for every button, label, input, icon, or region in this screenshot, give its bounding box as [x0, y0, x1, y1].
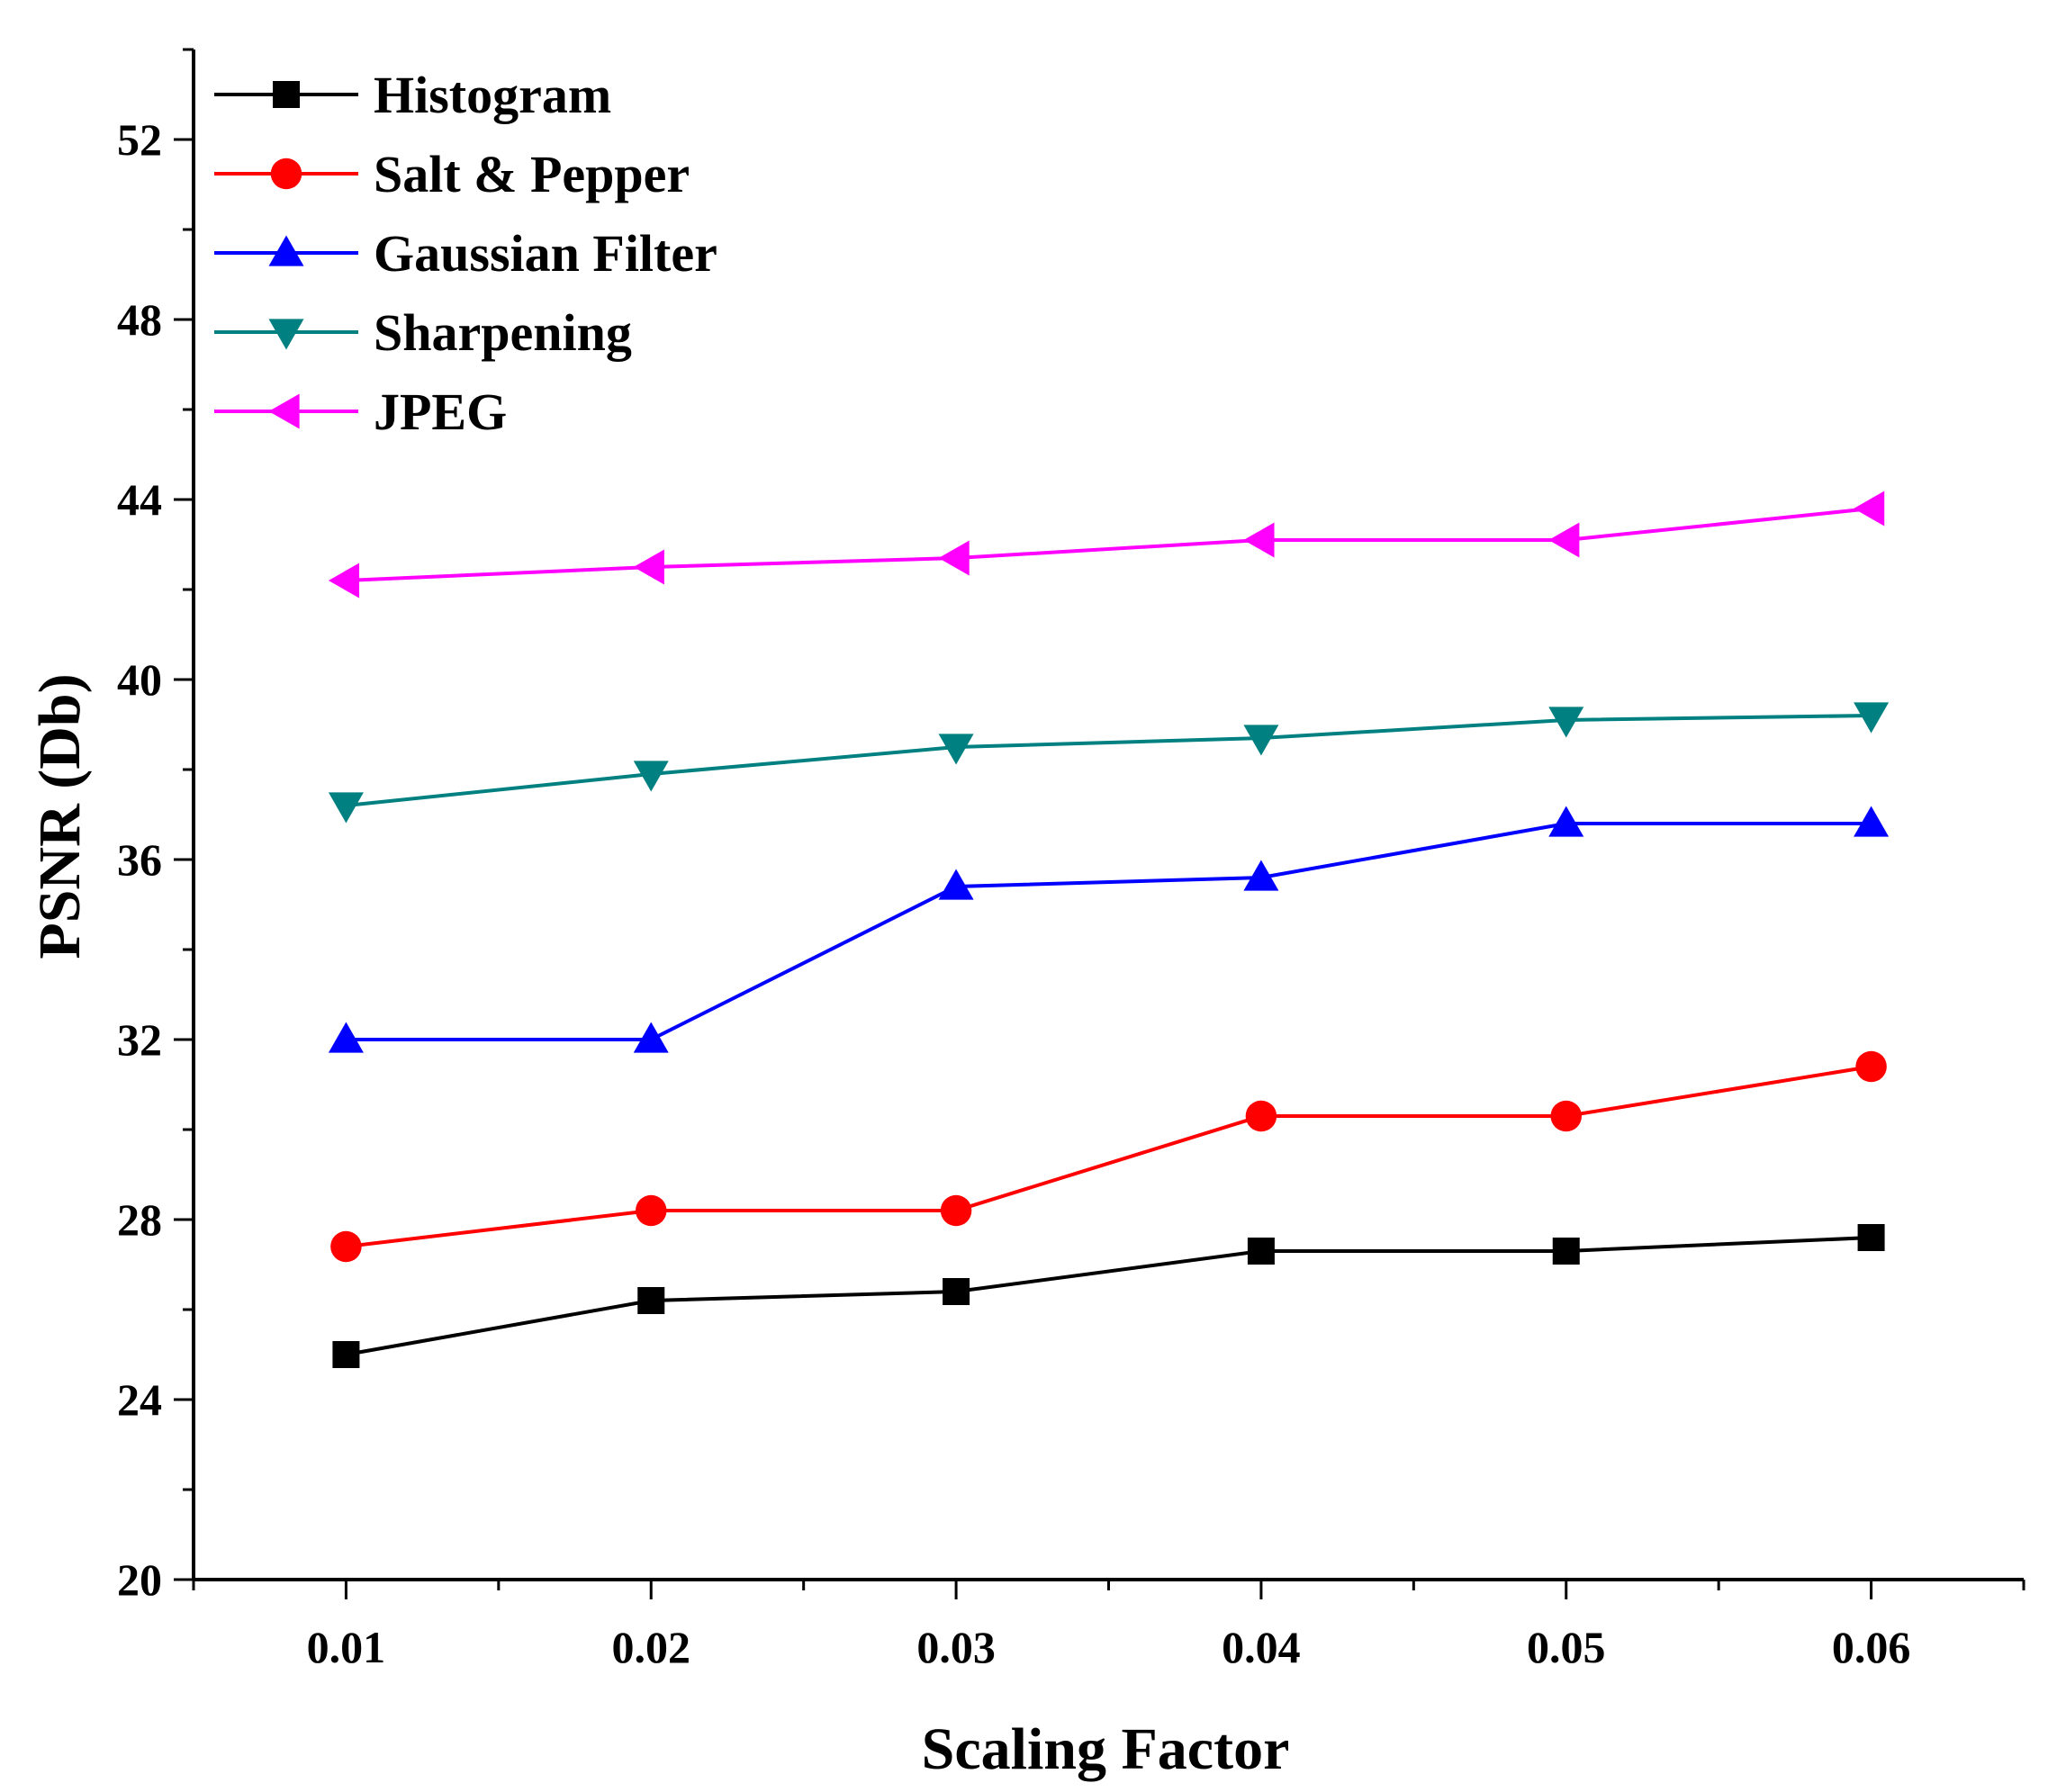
series-gaussian-filter — [328, 806, 1890, 1053]
legend-marker — [268, 235, 304, 266]
y-tick-label: 36 — [117, 834, 162, 885]
data-point — [636, 1194, 667, 1227]
legend-marker — [273, 81, 300, 108]
data-point — [1854, 806, 1890, 837]
data-point — [1243, 860, 1279, 891]
data-point — [1548, 806, 1584, 837]
x-tick-label: 0.02 — [612, 1622, 691, 1672]
legend-marker — [270, 158, 302, 190]
legend-item: Sharpening — [214, 303, 632, 362]
data-point — [637, 1287, 665, 1314]
data-point — [1854, 702, 1890, 734]
data-point — [328, 563, 360, 599]
legend-item: Histogram — [214, 66, 611, 124]
data-point — [1243, 725, 1279, 756]
data-point — [1243, 522, 1275, 558]
series-sharpening — [328, 702, 1890, 824]
series-line — [346, 822, 1872, 1041]
series-line — [346, 507, 1872, 582]
series-line — [346, 1236, 1872, 1356]
y-axis-title: PSNR (Db) — [27, 673, 93, 959]
data-point — [943, 1278, 970, 1305]
series-line — [346, 714, 1872, 807]
data-point — [633, 761, 669, 792]
y-tick-label: 24 — [117, 1374, 162, 1425]
data-point — [633, 1022, 669, 1053]
x-tick-label: 0.01 — [307, 1622, 386, 1672]
data-point — [940, 1194, 972, 1227]
legend-label: Sharpening — [374, 303, 632, 362]
x-tick-label: 0.04 — [1222, 1622, 1301, 1672]
legend-marker — [268, 393, 300, 429]
x-axis-title: Scaling Factor — [922, 1716, 1290, 1782]
data-point — [1854, 491, 1885, 527]
series-salt-pepper — [330, 1050, 1887, 1263]
y-tick-label: 48 — [117, 294, 162, 345]
data-point — [1247, 1238, 1275, 1265]
y-tick-label: 44 — [117, 474, 162, 525]
y-tick-label: 28 — [117, 1194, 162, 1245]
data-point — [1857, 1224, 1885, 1251]
data-point — [330, 1230, 362, 1263]
legend-item: Gaussian Filter — [214, 224, 717, 283]
legend-label: JPEG — [374, 383, 507, 441]
y-tick-label: 40 — [117, 654, 162, 705]
y-tick-label: 52 — [117, 114, 162, 165]
data-point — [1855, 1050, 1887, 1083]
data-point — [1550, 1100, 1582, 1132]
data-point — [938, 869, 974, 900]
y-tick-label: 32 — [117, 1014, 162, 1065]
legend-label: Salt & Pepper — [374, 145, 690, 203]
legend-marker — [268, 319, 304, 350]
x-tick-label: 0.06 — [1832, 1622, 1911, 1672]
data-point — [328, 792, 364, 824]
legend-label: Histogram — [374, 66, 611, 124]
data-point — [1552, 1238, 1580, 1265]
data-point — [1245, 1100, 1277, 1132]
data-point — [328, 1022, 364, 1053]
legend-item: JPEG — [214, 383, 507, 441]
legend-item: Salt & Pepper — [214, 145, 690, 203]
legend-label: Gaussian Filter — [374, 224, 717, 283]
y-tick-label: 20 — [117, 1554, 162, 1605]
data-point — [1548, 522, 1580, 558]
data-point — [1548, 707, 1584, 738]
series-layer — [328, 491, 1890, 1368]
series-line — [346, 1065, 1872, 1248]
x-tick-label: 0.05 — [1527, 1622, 1606, 1672]
x-tick-label: 0.03 — [916, 1622, 996, 1672]
data-point — [938, 734, 974, 765]
axes: 20 24 28 32 36 40 44 48 52 0.01 0.02 0.03 0.04 0.05 0.… — [117, 48, 2025, 1672]
data-point — [938, 540, 970, 576]
legend: Histogram Salt & Pepper Gaussian Filter Sha… — [214, 66, 717, 441]
series-histogram — [332, 1224, 1885, 1368]
data-point — [633, 549, 664, 585]
data-point — [332, 1341, 360, 1368]
series-jpeg — [328, 491, 1885, 599]
